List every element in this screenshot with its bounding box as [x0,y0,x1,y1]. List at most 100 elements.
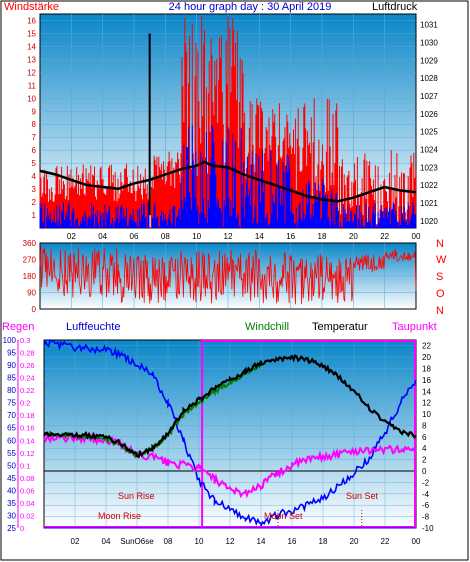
rain-tick-label: 0.2 [20,399,30,408]
hour-tick-label: 04 [98,232,107,241]
temperature-tick-label: -8 [422,513,430,522]
hour-tick-label: 08 [164,537,173,546]
rain-tick-label: 0.06 [20,486,35,495]
temperature-axis: -10 -8 -6 -4 -2 0 2 4 6 8 10 12 14 16 18 20 22 [422,342,434,533]
wind-tick-label: 1 [32,211,37,220]
moon-rise-label: Moon Rise [98,511,141,521]
rain-tick-label: 0.02 [20,511,35,520]
humidity-axis: 25 30 35 40 45 50 55 60 65 70 75 80 85 90 95 100 [3,336,17,533]
rain-tick-label: 0 [20,524,24,533]
hour-tick-label: 06 [130,232,139,241]
pressure-tick-label: 1024 [420,146,438,155]
humidity-tick-label: 70 [7,411,16,420]
top-hour-axis: 02 04 06 08 10 12 14 16 18 20 22 00 [67,232,421,241]
wind-tick-label: 8 [32,120,37,129]
compass-letters: N W S O N [436,238,447,317]
pressure-axis-title: Luftdruck [372,1,418,13]
wind-tick-label: 13 [27,55,36,64]
humidity-tick-label: 75 [7,399,16,408]
hour-tick-label: 08 [161,232,170,241]
temperature-tick-label: -6 [422,501,430,510]
windchill-legend: Windchill [245,321,289,333]
pressure-tick-label: 1028 [420,74,438,83]
temperature-tick-label: 22 [422,342,431,351]
rain-tick-label: 0.24 [20,374,35,383]
wind-tick-label: 6 [32,146,37,155]
sun-set-label: Sun Set [346,491,379,501]
hour-tick-label: 18 [318,232,327,241]
hour-tick-label: 10 [195,537,204,546]
humidity-tick-label: 65 [7,424,16,433]
humidity-tick-label: 100 [3,336,17,345]
pressure-tick-label: 1023 [420,163,438,172]
bottom-panel: Regen Luftfeuchte Windchill Temperatur T… [2,321,437,546]
wind-tick-label: 7 [32,133,37,142]
pressure-tick-label: 1027 [420,92,438,101]
rain-tick-label: 0.08 [20,474,35,483]
temperature-tick-label: -2 [422,478,430,487]
average-wind-bars [39,125,417,228]
direction-tick-label: 180 [23,272,37,281]
dewpoint-legend: Taupunkt [392,321,437,333]
wind-tick-label: 3 [32,185,37,194]
daylight-box [201,340,416,528]
chart-title: 24 hour graph day : 30 April 2019 [169,1,332,13]
hour-tick-label: 14 [255,232,264,241]
hour-tick-label: 20 [349,232,358,241]
rain-axis-title: Regen [2,321,34,333]
rain-tick-label: 0.16 [20,424,35,433]
pressure-tick-label: 1020 [420,217,438,226]
hour-tick-label: 22 [380,232,389,241]
pressure-tick-label: 1021 [420,199,438,208]
temperature-tick-label: 6 [422,433,427,442]
hour-tick-label: 10 [192,232,201,241]
direction-tick-label: 270 [23,256,37,265]
hour-tick-label: 18 [319,537,328,546]
humidity-tick-label: 35 [7,499,16,508]
temperature-tick-label: -4 [422,490,430,499]
hour-tick-label: 16 [286,232,295,241]
humidity-tick-label: 40 [7,486,16,495]
humidity-tick-label: 45 [7,474,16,483]
humidity-tick-label: 95 [7,349,16,358]
humidity-tick-label: 50 [7,461,16,470]
direction-tick-label: 90 [27,289,36,298]
wind-tick-label: 12 [27,68,36,77]
wind-axis-title: Windstärke [4,1,59,13]
rain-axis: 0 0.02 0.04 0.06 0.08 0.1 0.12 0.14 0.16 0.18 0.2 0… [17,336,35,533]
direction-tick-label: 0 [32,305,37,314]
wind-tick-label: 11 [28,81,37,90]
hour-tick-label: 02 [71,537,80,546]
pressure-tick-label: 1026 [420,110,438,119]
hour-tick-label: 22 [381,537,390,546]
bottom-hour-axis: 02 04 SunO6se 08 10 12 14 16 18 20 22 00 [71,537,421,546]
compass-letter: O [436,288,445,300]
rain-tick-label: 0.1 [20,461,30,470]
direction-tick-label: 360 [23,239,37,248]
humidity-tick-label: 60 [7,436,16,445]
rain-tick-label: 0.12 [20,449,35,458]
direction-trace [39,246,417,305]
pressure-axis: 1020 1021 1022 1023 1024 1025 1026 1027 1028 1029… [420,21,438,226]
temperature-legend: Temperatur [312,321,368,333]
humidity-tick-label: 90 [7,361,16,370]
humidity-tick-label: 80 [7,386,16,395]
temperature-tick-label: 0 [422,467,427,476]
humidity-axis-title: Luftfeuchte [66,321,120,333]
hour-tick-label: 12 [224,232,233,241]
temperature-line [43,354,417,459]
wind-tick-label: 10 [27,94,36,103]
temperature-tick-label: 18 [422,364,431,373]
wind-tick-label: 5 [32,159,37,168]
hour-tick-label: 00 [412,232,421,241]
compass-letter: S [436,271,443,283]
moon-set-label: Moon Set [264,511,303,521]
wind-tick-label: 9 [32,107,37,116]
rain-tick-label: 0.14 [20,436,35,445]
hour-tick-label: 14 [257,537,266,546]
rain-tick-label: 0.18 [20,411,35,420]
